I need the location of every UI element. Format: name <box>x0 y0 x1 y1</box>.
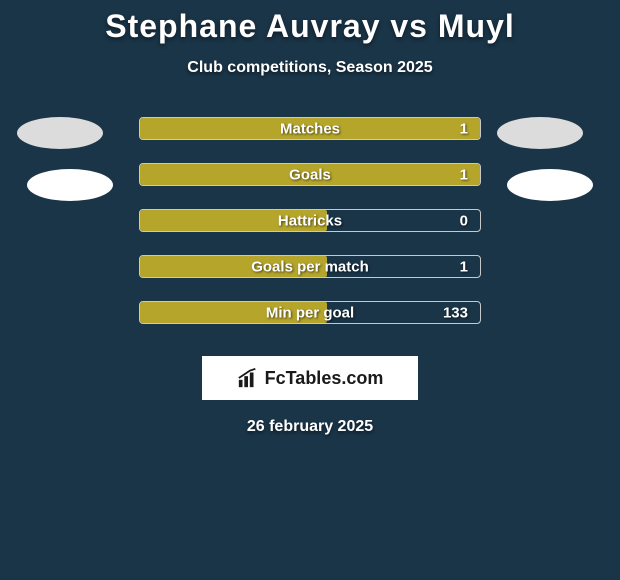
stat-bar: Goals 1 <box>139 163 481 186</box>
stat-label: Hattricks <box>278 212 342 229</box>
stats-rows: Matches 1 Goals 1 Hattricks 0 Goals per match 1… <box>0 117 620 324</box>
logo-text: FcTables.com <box>265 368 384 389</box>
stat-bar: Min per goal 133 <box>139 301 481 324</box>
stat-label: Matches <box>280 120 340 137</box>
stat-bar: Goals per match 1 <box>139 255 481 278</box>
subtitle: Club competitions, Season 2025 <box>0 59 620 77</box>
stat-value: 133 <box>443 304 468 321</box>
logo-inner: FcTables.com <box>237 367 384 389</box>
stat-row: Matches 1 <box>0 117 620 140</box>
stat-bar: Hattricks 0 <box>139 209 481 232</box>
stat-bar: Matches 1 <box>139 117 481 140</box>
stat-value: 1 <box>460 258 468 275</box>
date-label: 26 february 2025 <box>0 418 620 436</box>
source-logo[interactable]: FcTables.com <box>202 356 418 400</box>
stat-row: Hattricks 0 <box>0 209 620 232</box>
chart-icon <box>237 367 259 389</box>
page-title: Stephane Auvray vs Muyl <box>0 8 620 45</box>
stat-label: Goals <box>289 166 331 183</box>
comparison-card: Stephane Auvray vs Muyl Club competition… <box>0 0 620 436</box>
stat-value: 0 <box>460 212 468 229</box>
stat-row: Goals 1 <box>0 163 620 186</box>
stat-label: Min per goal <box>266 304 354 321</box>
stat-label: Goals per match <box>251 258 369 275</box>
stat-row: Min per goal 133 <box>0 301 620 324</box>
stat-value: 1 <box>460 166 468 183</box>
stat-row: Goals per match 1 <box>0 255 620 278</box>
stat-value: 1 <box>460 120 468 137</box>
